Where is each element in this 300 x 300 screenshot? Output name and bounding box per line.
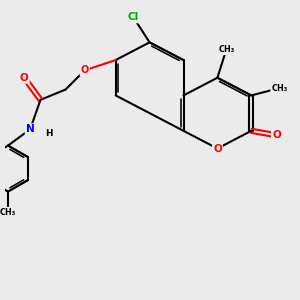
Text: H: H <box>46 129 53 138</box>
Text: O: O <box>272 130 281 140</box>
Text: O: O <box>81 65 89 75</box>
Text: CH₃: CH₃ <box>0 208 16 217</box>
Text: O: O <box>20 73 28 83</box>
Text: Cl: Cl <box>128 12 139 22</box>
Text: O: O <box>213 143 222 154</box>
Text: CH₃: CH₃ <box>218 45 234 54</box>
Text: CH₃: CH₃ <box>271 84 287 93</box>
Text: N: N <box>26 124 34 134</box>
